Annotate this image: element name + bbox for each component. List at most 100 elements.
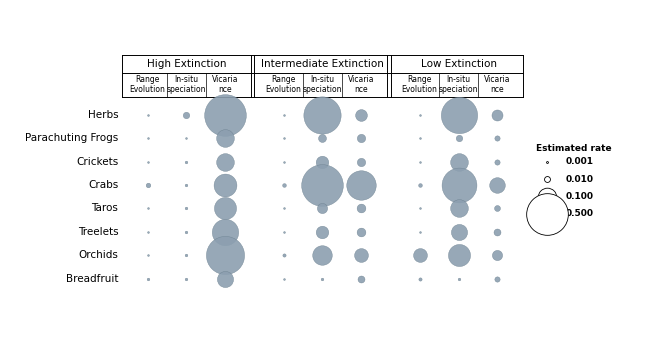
Text: Taros: Taros	[91, 204, 119, 213]
Point	[181, 136, 192, 141]
Point	[181, 206, 192, 211]
Point	[220, 182, 231, 188]
Point	[220, 252, 231, 258]
Text: Parachuting Frogs: Parachuting Frogs	[25, 133, 119, 143]
Point	[415, 276, 425, 281]
Text: Vicaria
nce: Vicaria nce	[484, 75, 511, 94]
Point	[492, 229, 503, 235]
Text: 0.100: 0.100	[565, 192, 593, 201]
Point	[318, 252, 328, 258]
Point	[453, 136, 464, 141]
Point	[278, 276, 289, 281]
Point	[181, 252, 192, 258]
Point	[142, 159, 153, 165]
Point	[181, 229, 192, 235]
Point	[542, 194, 552, 199]
Text: Vicaria
nce: Vicaria nce	[348, 75, 375, 94]
Point	[542, 211, 552, 217]
Point	[318, 182, 328, 188]
Point	[181, 182, 192, 188]
Text: Treelets: Treelets	[78, 227, 119, 237]
Point	[318, 276, 328, 281]
Text: Range
Evolution: Range Evolution	[130, 75, 166, 94]
Point	[415, 252, 425, 258]
Point	[142, 252, 153, 258]
Point	[278, 206, 289, 211]
Point	[181, 276, 192, 281]
Point	[142, 229, 153, 235]
Text: Crabs: Crabs	[88, 180, 119, 190]
Point	[542, 159, 552, 165]
Point	[142, 182, 153, 188]
Point	[318, 229, 328, 235]
Point	[142, 276, 153, 281]
Text: 0.010: 0.010	[565, 175, 593, 184]
Point	[220, 229, 231, 235]
Point	[220, 206, 231, 211]
Text: Vicaria
nce: Vicaria nce	[212, 75, 239, 94]
Text: In-situ
speciation: In-situ speciation	[439, 75, 479, 94]
Point	[220, 159, 231, 165]
Text: Estimated rate: Estimated rate	[537, 144, 612, 153]
Point	[220, 112, 231, 118]
Text: Breadfruit: Breadfruit	[66, 274, 119, 284]
Point	[318, 159, 328, 165]
Text: Orchids: Orchids	[78, 250, 119, 260]
Point	[542, 176, 552, 182]
Text: High Extinction: High Extinction	[147, 58, 226, 69]
Point	[415, 136, 425, 141]
Point	[220, 276, 231, 281]
Text: Intermediate Extinction: Intermediate Extinction	[261, 58, 384, 69]
Point	[220, 136, 231, 141]
Point	[453, 252, 464, 258]
Text: 0.500: 0.500	[565, 210, 593, 218]
Point	[453, 276, 464, 281]
Point	[453, 159, 464, 165]
Point	[356, 112, 366, 118]
Point	[318, 136, 328, 141]
Point	[415, 206, 425, 211]
Text: In-situ
speciation: In-situ speciation	[303, 75, 342, 94]
Point	[142, 136, 153, 141]
Point	[492, 112, 503, 118]
Point	[453, 112, 464, 118]
Point	[278, 252, 289, 258]
Point	[356, 136, 366, 141]
Point	[356, 182, 366, 188]
Point	[453, 206, 464, 211]
Text: Range
Evolution: Range Evolution	[402, 75, 437, 94]
Point	[278, 229, 289, 235]
Point	[492, 159, 503, 165]
Point	[278, 182, 289, 188]
Point	[492, 136, 503, 141]
Point	[356, 206, 366, 211]
Text: Herbs: Herbs	[88, 110, 119, 120]
Point	[492, 252, 503, 258]
Point	[356, 252, 366, 258]
Point	[492, 206, 503, 211]
Point	[356, 229, 366, 235]
Point	[415, 182, 425, 188]
Text: In-situ
speciation: In-situ speciation	[167, 75, 206, 94]
Point	[453, 229, 464, 235]
Point	[181, 112, 192, 118]
Point	[453, 182, 464, 188]
Text: Range
Evolution: Range Evolution	[265, 75, 302, 94]
Point	[278, 112, 289, 118]
Point	[278, 159, 289, 165]
Point	[278, 136, 289, 141]
Text: Crickets: Crickets	[76, 156, 119, 167]
Point	[492, 276, 503, 281]
Point	[318, 206, 328, 211]
Point	[181, 159, 192, 165]
Point	[415, 159, 425, 165]
Point	[492, 182, 503, 188]
Point	[318, 112, 328, 118]
Point	[142, 112, 153, 118]
Point	[356, 276, 366, 281]
Point	[142, 206, 153, 211]
Point	[356, 159, 366, 165]
Point	[415, 112, 425, 118]
Text: 0.001: 0.001	[565, 158, 593, 166]
Point	[415, 229, 425, 235]
